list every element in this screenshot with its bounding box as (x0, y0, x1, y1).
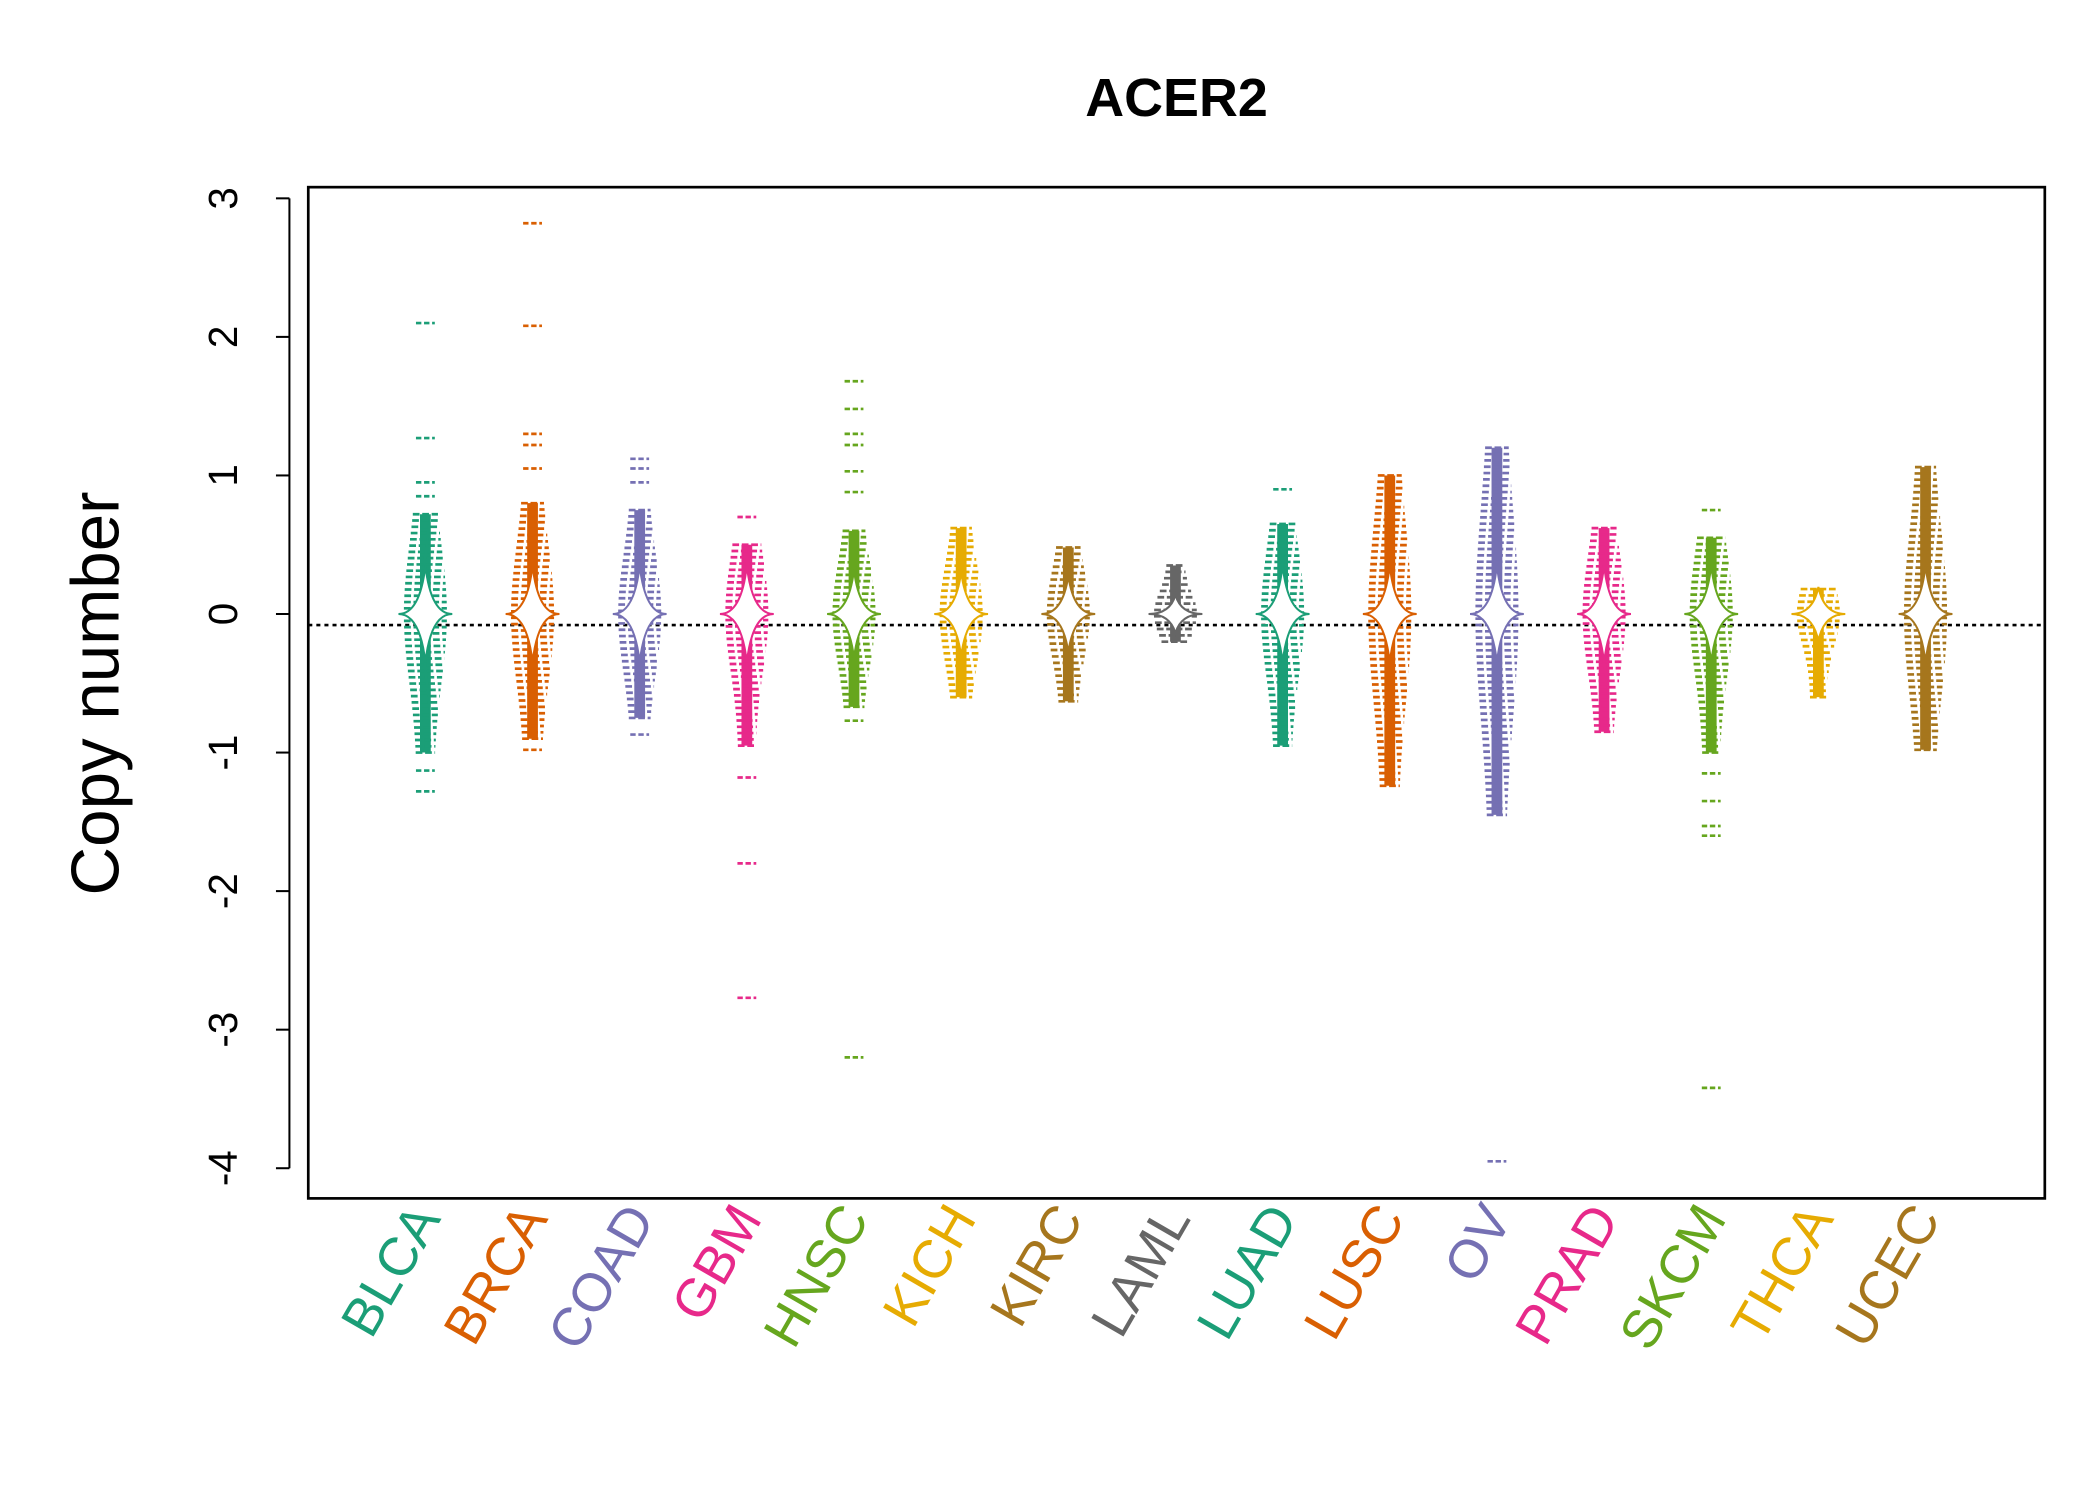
y-tick-label: 3 (200, 187, 246, 209)
violin-core (826, 569, 882, 659)
series-kirc (1041, 546, 1096, 703)
series-gbm (719, 515, 774, 1000)
x-tick-label: OV (1433, 1195, 1524, 1292)
data-marks (398, 221, 1953, 1163)
y-tick-label: 2 (200, 326, 246, 348)
series-thca (1791, 586, 1846, 699)
series-blca (398, 321, 453, 793)
x-tick-label: COAD (537, 1195, 667, 1360)
x-tick-label: UCEC (1824, 1195, 1952, 1357)
violin-core (1684, 565, 1739, 663)
y-axis: 3 2 1 0 -1 -2 -3 -4 (200, 187, 291, 1186)
series-lusc (1362, 474, 1417, 788)
y-tick-label: -1 (200, 735, 246, 771)
violin-core (1362, 565, 1417, 663)
violin-core (505, 565, 560, 663)
x-tick-label: LAML (1080, 1195, 1202, 1347)
series-ov (1469, 446, 1524, 1163)
x-tick-label: LUAD (1185, 1195, 1309, 1349)
violin-core (1255, 565, 1310, 663)
y-tick-label: -3 (200, 1012, 246, 1048)
violin-core (1469, 565, 1524, 663)
y-tick-label: 0 (200, 603, 246, 625)
series-hnsc (826, 379, 882, 1059)
y-tick-label: -2 (200, 873, 246, 909)
plot-frame (306, 185, 2047, 1200)
violin-core (1791, 586, 1846, 642)
violin-core (1041, 575, 1096, 653)
violin-core (1898, 565, 1953, 663)
series-kich (934, 526, 989, 699)
x-tick-label: KIRC (979, 1195, 1095, 1336)
violin-core (398, 565, 453, 663)
violin-core (612, 565, 667, 663)
x-tick-label: GBM (660, 1195, 773, 1331)
series-ucec (1898, 465, 1953, 752)
chart-title: ACER2 (1085, 68, 1267, 128)
y-tick-label: -4 (200, 1150, 246, 1186)
series-laml (1148, 564, 1203, 644)
x-tick-label: LUSC (1293, 1195, 1417, 1349)
x-tick-label: SKCM (1608, 1195, 1738, 1360)
series-brca (505, 221, 560, 752)
series-luad (1255, 487, 1310, 747)
series-prad (1577, 526, 1632, 734)
series-coad (612, 457, 667, 736)
x-tick-label: KICH (871, 1195, 987, 1336)
violin-core (719, 565, 774, 663)
y-tick-label: 1 (200, 464, 246, 486)
y-axis-label: Copy number (58, 491, 133, 895)
x-tick-label: HNSC (752, 1195, 880, 1357)
violin-core (1148, 591, 1203, 637)
violin-core (1577, 565, 1632, 663)
series-skcm (1684, 508, 1739, 1090)
violin-core (934, 571, 989, 657)
